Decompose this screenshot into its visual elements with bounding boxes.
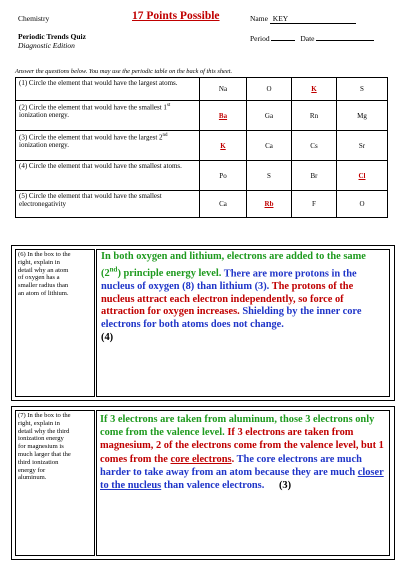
choice[interactable]: Ca <box>199 190 247 218</box>
question-4-text: (4) Circle the element that would have t… <box>15 160 200 191</box>
question-row-1: (1) Circle the element that would have t… <box>15 77 388 101</box>
q7-answer-part-3: The core electrons are much harder to ta… <box>100 453 384 492</box>
question-row-2: (2) Circle the element that would have t… <box>15 100 388 131</box>
q7-points: (3) <box>278 480 292 492</box>
period-label: Period <box>250 34 270 43</box>
question-5-text: (5) Circle the element that would have t… <box>15 190 200 218</box>
choice[interactable]: Sr <box>336 130 388 161</box>
quiz-title: Periodic Trends Quiz <box>18 32 86 41</box>
name-field[interactable]: KEY <box>269 14 356 24</box>
choice-answer[interactable]: K <box>291 77 337 101</box>
question-2-text: (2) Circle the element that would have t… <box>15 100 200 131</box>
question-6-text: (6) In the box to the right, explain in … <box>18 251 71 297</box>
instructions: Answer the questions below. You may use … <box>15 68 233 75</box>
choice[interactable]: Na <box>199 77 247 101</box>
question-7-frame <box>11 406 395 560</box>
name-value: KEY <box>272 14 289 23</box>
choice[interactable]: Br <box>291 160 337 191</box>
points-possible: 17 Points Possible <box>132 10 220 22</box>
choice[interactable]: Rn <box>291 100 337 131</box>
choice-answer[interactable]: K <box>199 130 247 161</box>
question-3-text: (3) Circle the element that would have t… <box>15 130 200 161</box>
q6-answer-part-2: There are more protons in the nucleus of… <box>101 268 357 292</box>
choice[interactable]: S <box>246 160 292 191</box>
question-6-label-box <box>15 249 95 397</box>
name-label: Name <box>250 14 268 23</box>
question-7-label-box <box>15 410 95 556</box>
q6-answer-part-3: The protons of the nucleus attract each … <box>101 280 354 318</box>
choice[interactable]: Po <box>199 160 247 191</box>
question-6-answer-box[interactable] <box>96 249 390 397</box>
name-row: Name KEY <box>250 14 356 24</box>
question-7-answer-box[interactable] <box>96 410 390 556</box>
questions-table: (1) Circle the element that would have t… <box>15 77 388 218</box>
q6-points: (4) <box>101 331 114 343</box>
q7-answer-part-2: If 3 electrons are taken from magnesium,… <box>100 427 384 465</box>
choice[interactable]: O <box>246 77 292 101</box>
question-7-text: (7) In the box to the right, explain in … <box>18 412 71 482</box>
question-7-answer: If 3 electrons are taken from aluminum, … <box>100 413 386 492</box>
choice-answer[interactable]: Rb <box>246 190 292 218</box>
date-field[interactable] <box>316 40 375 41</box>
question-row-3: (3) Circle the element that would have t… <box>15 130 388 161</box>
question-row-4: (4) Circle the element that would have t… <box>15 160 388 191</box>
subject: Chemistry <box>18 14 50 23</box>
choice-answer[interactable]: Cl <box>336 160 388 191</box>
question-6-frame <box>11 245 395 401</box>
q7-answer-part-1: If 3 electrons are taken from aluminum, … <box>100 414 375 439</box>
choice[interactable]: Cs <box>291 130 337 161</box>
period-field[interactable] <box>271 40 296 41</box>
choice[interactable]: Ca <box>246 130 292 161</box>
question-6-answer: In both oxygen and lithium, electrons ar… <box>101 251 385 344</box>
q6-answer-part-1: In both oxygen and lithium, electrons ar… <box>101 251 366 280</box>
choice[interactable]: F <box>291 190 337 218</box>
period-date-row: Period Date <box>250 34 375 43</box>
edition: Diagnostic Edition <box>18 41 75 50</box>
choice[interactable]: Ga <box>246 100 292 131</box>
q6-answer-part-4: Shielding by the inner core electrons fo… <box>101 306 362 330</box>
choice-answer[interactable]: Ba <box>199 100 247 131</box>
choice[interactable]: Mg <box>336 100 388 131</box>
date-label: Date <box>300 34 315 43</box>
choice[interactable]: O <box>336 190 388 218</box>
question-1-text: (1) Circle the element that would have t… <box>15 77 200 101</box>
question-row-5: (5) Circle the element that would have t… <box>15 190 388 218</box>
choice[interactable]: S <box>336 77 388 101</box>
